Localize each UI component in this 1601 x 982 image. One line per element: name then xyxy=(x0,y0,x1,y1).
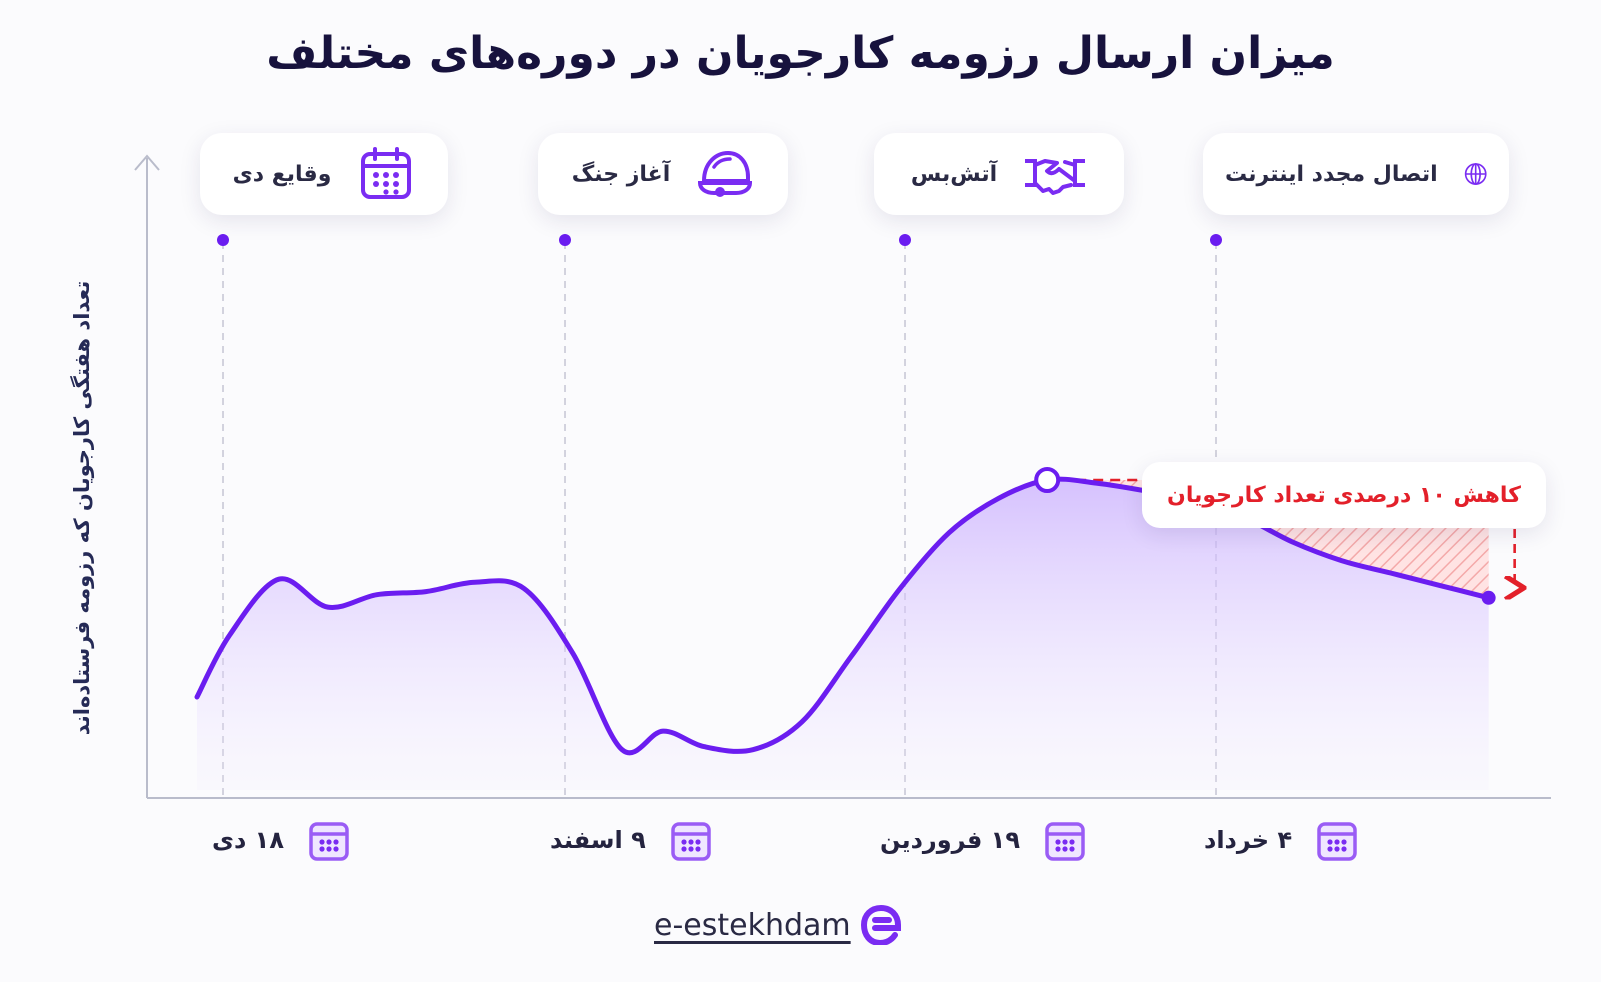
calendar-icon xyxy=(309,822,349,861)
event-card-internet: اتصال مجدد اینترنت xyxy=(1203,133,1509,215)
event-dot xyxy=(899,234,911,246)
x-tick-text: ۱۸ دی xyxy=(212,826,284,854)
event-dot xyxy=(1210,234,1222,246)
x-tick-label: ۴ خرداد xyxy=(1204,818,1358,862)
e-logo-icon xyxy=(860,905,901,945)
x-tick-label: ۱۹ فروردین xyxy=(880,818,1086,862)
event-dot xyxy=(559,234,571,246)
event-label: آغاز جنگ xyxy=(571,161,671,187)
y-axis-arrow xyxy=(134,154,160,171)
peak-marker xyxy=(1034,467,1061,493)
x-tick-text: ۹ اسفند xyxy=(550,826,646,854)
decline-callout-text: کاهش ۱۰ درصدی تعداد کارجویان xyxy=(1167,482,1521,508)
event-label: آتش‌بس xyxy=(910,161,998,187)
x-tick-label: ۱۸ دی xyxy=(212,818,350,862)
helmet-icon xyxy=(698,150,753,197)
calendar-icon xyxy=(1317,822,1357,861)
calendar-icon xyxy=(1045,822,1085,861)
x-tick-text: ۴ خرداد xyxy=(1204,826,1293,854)
event-card-dey: وقایع دی xyxy=(200,133,448,215)
x-tick-text: ۱۹ فروردین xyxy=(880,826,1020,854)
event-label: وقایع دی xyxy=(232,161,332,187)
event-card-ceasefire: آتش‌بس xyxy=(874,133,1124,215)
event-dot xyxy=(217,234,229,246)
event-label: اتصال مجدد اینترنت xyxy=(1225,161,1438,187)
calendar-icon xyxy=(361,147,412,199)
end-marker xyxy=(1481,590,1496,605)
series-area xyxy=(197,479,1489,790)
brand-text[interactable]: e-estekhdam xyxy=(654,907,851,943)
decline-callout: کاهش ۱۰ درصدی تعداد کارجویان xyxy=(1142,462,1546,528)
globe-icon xyxy=(1464,163,1487,185)
event-card-war: آغاز جنگ xyxy=(538,133,788,215)
chart-title: میزان ارسال رزومه کارجویان در دوره‌های م… xyxy=(266,28,1335,79)
handshake-icon xyxy=(1025,159,1086,195)
calendar-icon xyxy=(671,822,711,861)
brand[interactable]: e-estekhdam xyxy=(654,905,901,945)
x-tick-label: ۹ اسفند xyxy=(550,818,712,862)
